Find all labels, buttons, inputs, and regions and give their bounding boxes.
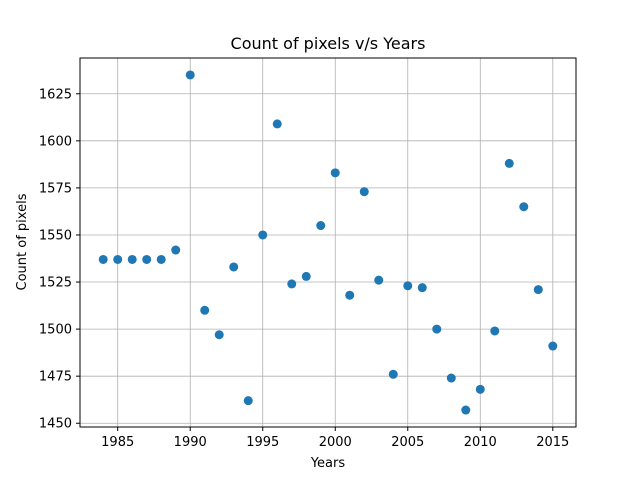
y-tick-label: 1625 xyxy=(39,87,72,102)
data-point xyxy=(374,275,384,285)
data-point xyxy=(330,168,340,178)
y-axis-label: Count of pixels xyxy=(15,193,30,290)
grid xyxy=(80,58,576,427)
x-axis-label: Years xyxy=(310,456,346,471)
data-points xyxy=(98,70,558,415)
plot-frame xyxy=(79,57,577,428)
data-point xyxy=(185,70,195,80)
data-point xyxy=(504,158,514,168)
data-point xyxy=(403,281,413,291)
data-point xyxy=(229,262,239,272)
y-tick-label: 1600 xyxy=(39,134,72,149)
x-tick-label: 2005 xyxy=(391,435,424,450)
data-point xyxy=(359,187,369,197)
data-point xyxy=(388,369,398,379)
data-point xyxy=(156,254,166,264)
data-point xyxy=(272,119,282,129)
y-tick-label: 1500 xyxy=(39,323,72,338)
x-tick-label: 1990 xyxy=(174,435,207,450)
data-point xyxy=(142,254,152,264)
data-point xyxy=(258,230,268,240)
x-tick-label: 2015 xyxy=(536,435,569,450)
y-tick-label: 1550 xyxy=(39,228,72,243)
data-point xyxy=(461,405,471,415)
data-point xyxy=(171,245,181,255)
data-point xyxy=(127,254,137,264)
data-point xyxy=(98,254,108,264)
chart-title: Count of pixels v/s Years xyxy=(231,34,426,53)
y-tick-label: 1575 xyxy=(39,181,72,196)
data-point xyxy=(475,384,485,394)
data-point xyxy=(316,221,326,231)
y-axis: 1450 1475 1500 1525 1550 1575 1600 1625 xyxy=(39,87,80,432)
y-tick-label: 1475 xyxy=(39,370,72,385)
data-point xyxy=(533,285,543,295)
x-tick-label: 2010 xyxy=(464,435,497,450)
data-point xyxy=(548,341,558,351)
x-axis: 1985 1990 1995 2000 2005 2010 2015 xyxy=(101,427,569,450)
x-tick-label: 1985 xyxy=(101,435,134,450)
data-point xyxy=(519,202,529,212)
y-tick-label: 1450 xyxy=(39,417,72,432)
data-point xyxy=(243,396,253,406)
data-point xyxy=(417,283,427,293)
y-tick-label: 1525 xyxy=(39,276,72,291)
data-point xyxy=(214,330,224,340)
data-point xyxy=(432,324,442,334)
data-point xyxy=(490,326,500,336)
data-point xyxy=(200,305,210,315)
data-point xyxy=(446,373,456,383)
data-point xyxy=(113,254,123,264)
x-tick-label: 1995 xyxy=(246,435,279,450)
data-point xyxy=(345,290,355,300)
data-point xyxy=(287,279,297,289)
data-point xyxy=(301,271,311,281)
x-tick-label: 2000 xyxy=(319,435,352,450)
